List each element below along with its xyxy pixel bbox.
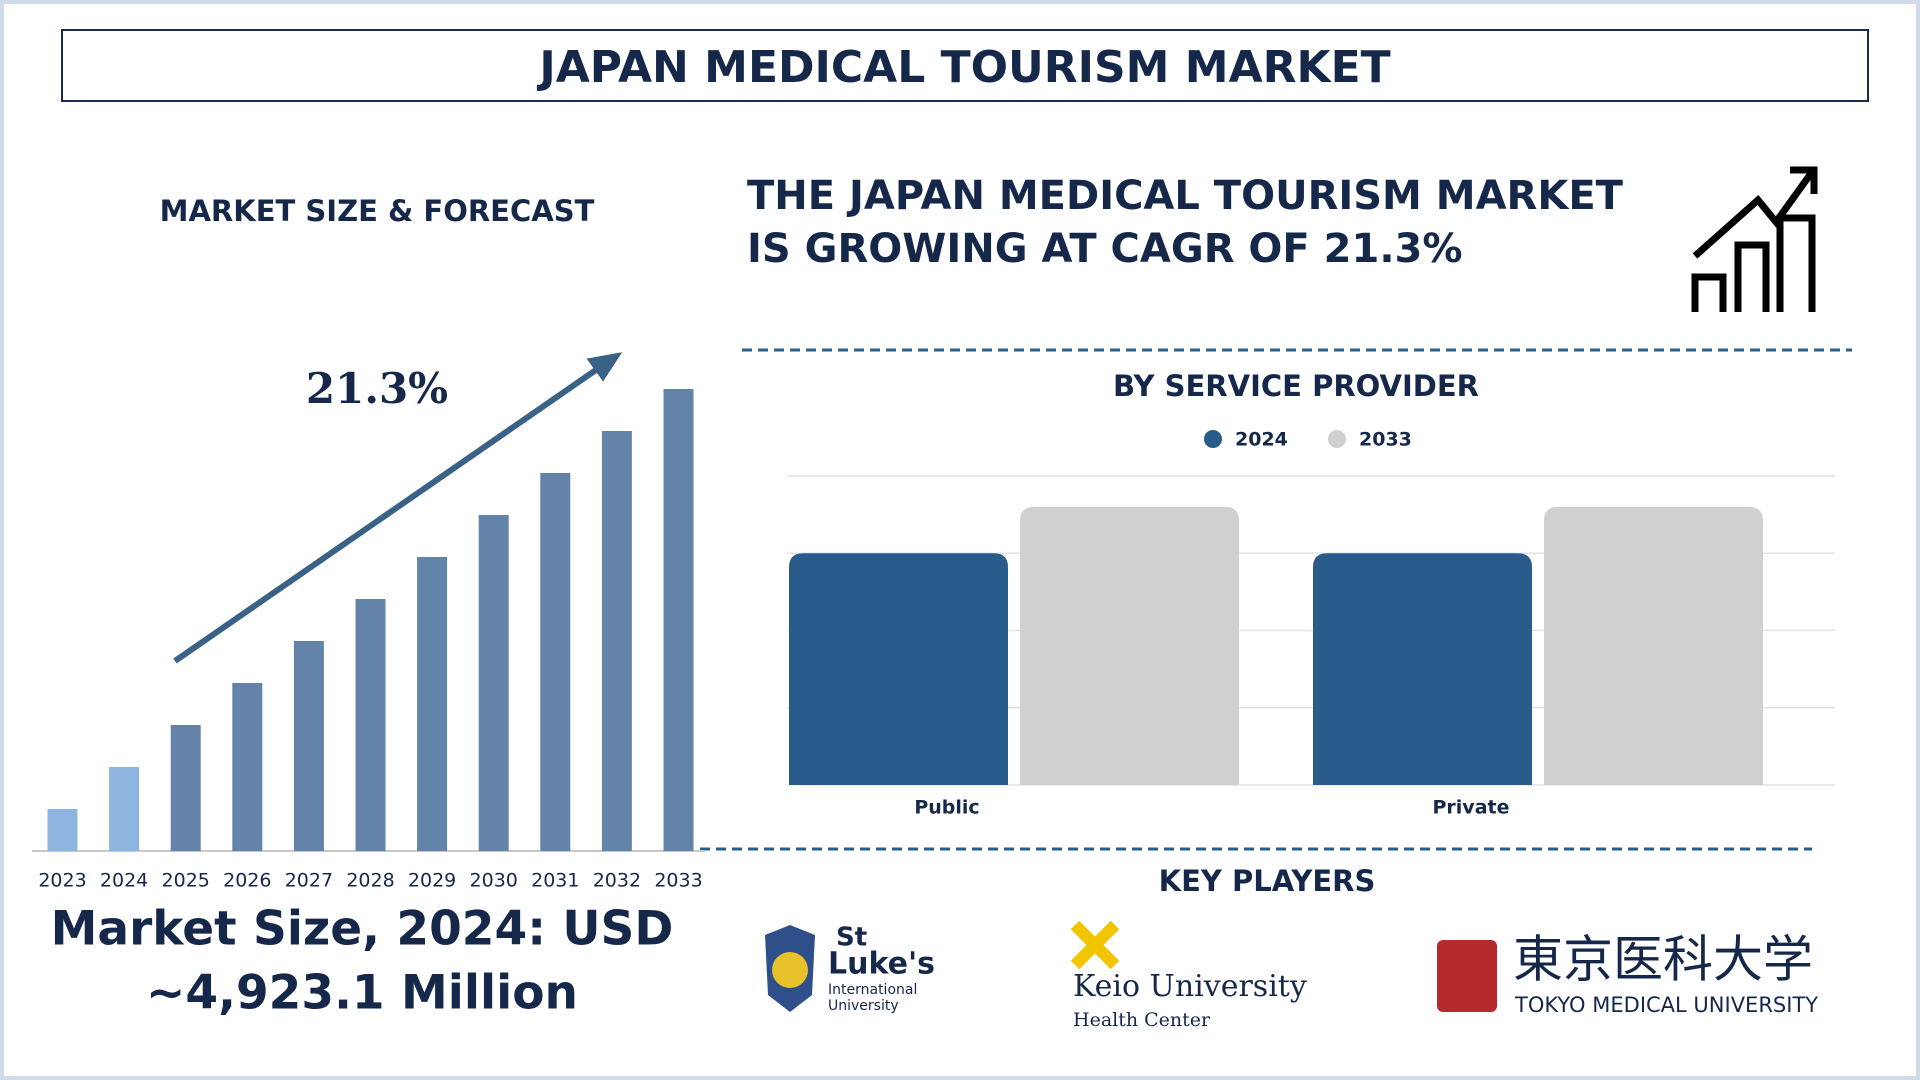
chart-title: BY SERVICE PROVIDER bbox=[1113, 369, 1479, 403]
logo-text: University bbox=[828, 998, 899, 1014]
trend-arrow bbox=[173, 360, 608, 664]
x-tick-label: 2024 bbox=[100, 870, 148, 892]
logo-st-lukes: St Luke's International University bbox=[765, 923, 935, 1014]
headline: IS GROWING AT CAGR OF 21.3% bbox=[747, 226, 1462, 272]
market-size: ~4,923.1 Million bbox=[146, 966, 578, 1021]
bar bbox=[601, 431, 632, 851]
x-tick-label: 2032 bbox=[593, 870, 641, 892]
x-tick-label: 2028 bbox=[346, 870, 394, 892]
bar bbox=[540, 473, 571, 851]
bar bbox=[47, 809, 78, 851]
logo-mark bbox=[1437, 940, 1497, 1012]
annotation: 21.3% bbox=[306, 364, 448, 413]
logo-emblem bbox=[772, 952, 808, 988]
page-title: JAPAN MEDICAL TOURISM MARKET bbox=[536, 42, 1390, 93]
trend-arrowhead bbox=[586, 352, 623, 382]
bar bbox=[355, 599, 386, 851]
bar bbox=[109, 767, 140, 851]
logo-keio: Keio University Health Center bbox=[1070, 920, 1307, 1031]
bar bbox=[232, 683, 263, 851]
section-title: KEY PLAYERS bbox=[1159, 864, 1376, 898]
icon-arrow bbox=[1692, 169, 1815, 259]
logo-text: 東京医科大学 bbox=[1513, 931, 1813, 989]
x-tick-label: 2030 bbox=[470, 870, 518, 892]
x-tick-label: 2031 bbox=[531, 870, 579, 892]
bar bbox=[1313, 553, 1532, 785]
bar bbox=[663, 389, 694, 851]
legend-label: 2024 bbox=[1235, 429, 1288, 451]
headline: THE JAPAN MEDICAL TOURISM MARKET bbox=[747, 173, 1624, 219]
logo-text: Luke's bbox=[828, 947, 935, 982]
x-tick-label: 2033 bbox=[654, 870, 702, 892]
icon-bars bbox=[1691, 214, 1816, 312]
logo-tokyo-medical: 東京医科大学 TOKYO MEDICAL UNIVERSITY bbox=[1437, 931, 1818, 1017]
logo-mark bbox=[1070, 920, 1120, 970]
market-size: Market Size, 2024: USD bbox=[51, 902, 674, 957]
bar bbox=[417, 557, 448, 851]
title-box bbox=[61, 29, 1869, 102]
icon-arrowhead bbox=[1790, 166, 1818, 194]
x-tick-label: 2029 bbox=[408, 870, 456, 892]
bar bbox=[1020, 506, 1239, 785]
bar bbox=[1544, 506, 1763, 785]
logo-text: International bbox=[828, 982, 917, 998]
bar bbox=[478, 515, 509, 851]
bar bbox=[789, 553, 1008, 785]
logo-text: Health Center bbox=[1073, 1009, 1211, 1031]
logo-text: St bbox=[836, 923, 867, 953]
x-tick-label: 2023 bbox=[38, 870, 86, 892]
growth-icon bbox=[1691, 166, 1818, 312]
legend-marker bbox=[1204, 430, 1222, 448]
x-tick-label: 2027 bbox=[285, 870, 333, 892]
x-tick-label: Public bbox=[914, 797, 979, 819]
x-tick-label: 2025 bbox=[162, 870, 210, 892]
x-tick-label: 2026 bbox=[223, 870, 271, 892]
legend-label: 2033 bbox=[1359, 429, 1412, 451]
legend-marker bbox=[1328, 430, 1346, 448]
bar bbox=[293, 641, 324, 851]
bar bbox=[170, 725, 201, 851]
x-tick-label: Private bbox=[1433, 797, 1510, 819]
chart-title: MARKET SIZE & FORECAST bbox=[160, 194, 595, 228]
logo-text: Keio University bbox=[1073, 969, 1307, 1004]
logo-text: TOKYO MEDICAL UNIVERSITY bbox=[1514, 993, 1818, 1017]
